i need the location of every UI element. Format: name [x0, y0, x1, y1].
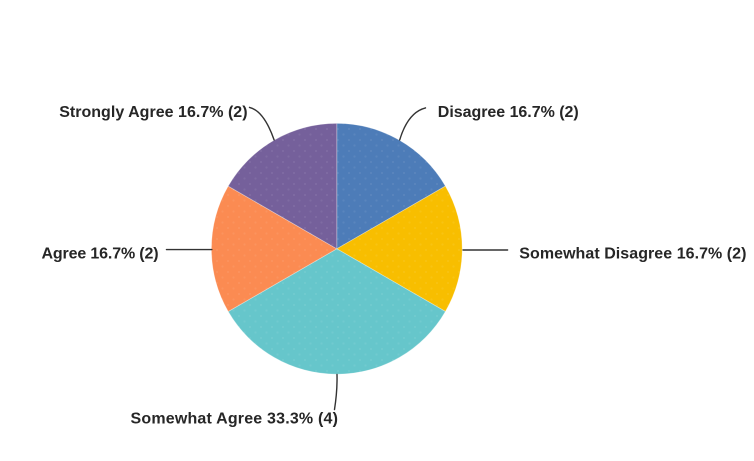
svg-text:Agree 16.7% (2): Agree 16.7% (2) — [42, 246, 159, 263]
svg-text:Disagree 16.7% (2): Disagree 16.7% (2) — [438, 104, 579, 121]
svg-text:Somewhat Agree 33.3% (4): Somewhat Agree 33.3% (4) — [131, 411, 339, 428]
svg-text:Strongly Agree 16.7% (2): Strongly Agree 16.7% (2) — [59, 104, 247, 121]
svg-text:Somewhat Disagree 16.7% (2): Somewhat Disagree 16.7% (2) — [519, 246, 746, 263]
